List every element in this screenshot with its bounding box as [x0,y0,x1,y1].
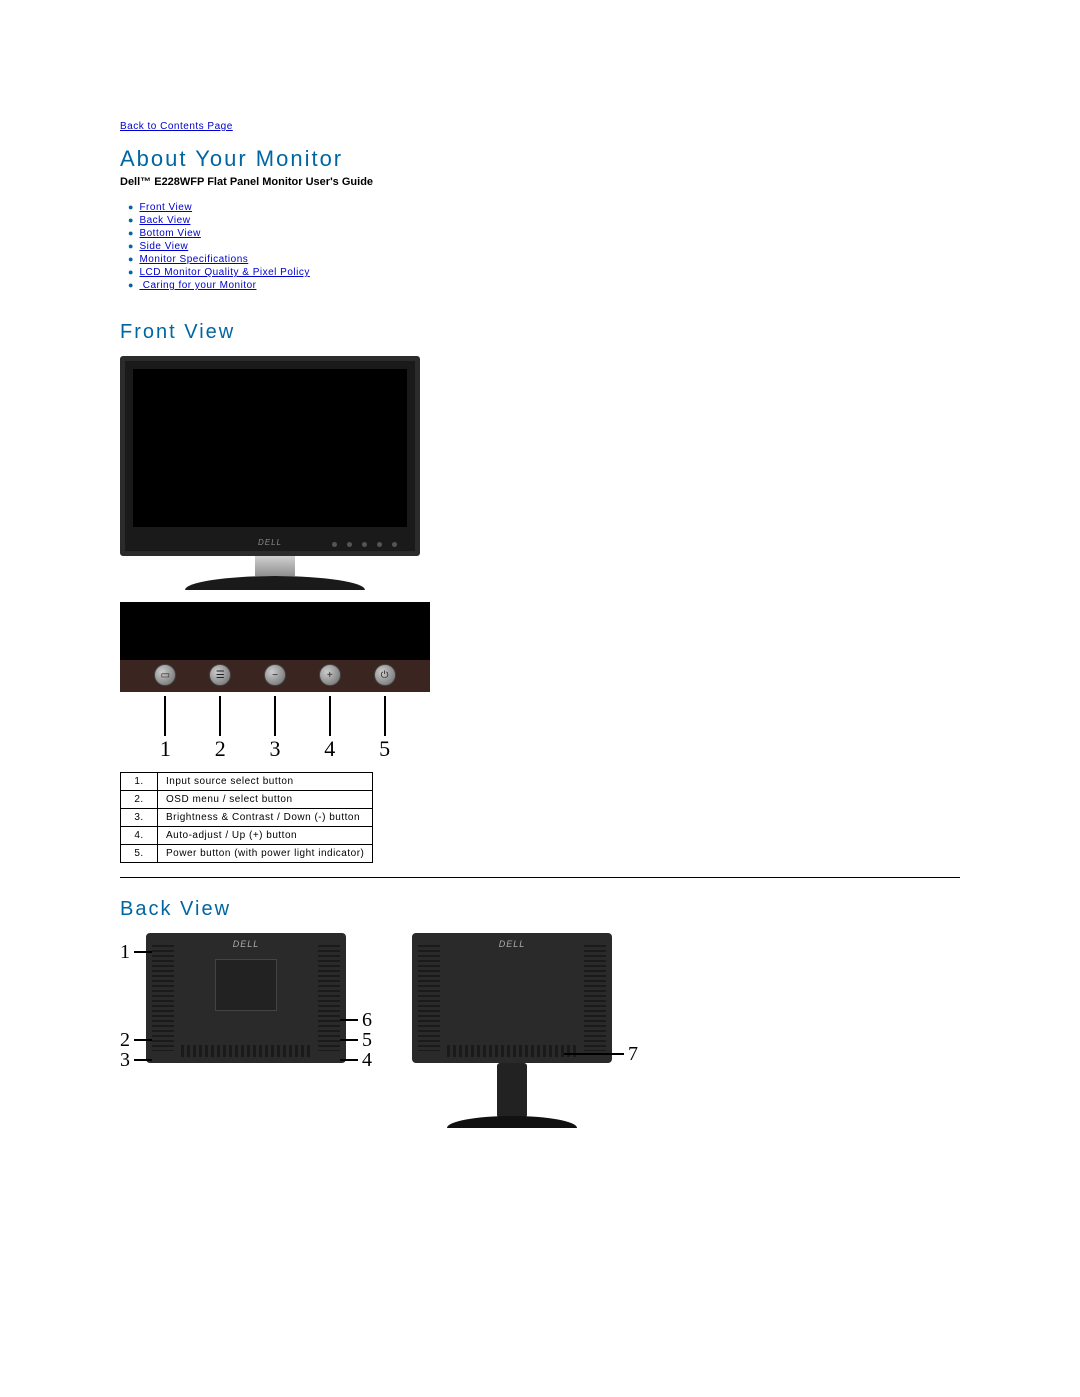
row-text: Input source select button [158,773,373,791]
section-divider [120,877,960,878]
toc-link-back-view[interactable]: Back View [139,215,190,226]
toc-link-front-view[interactable]: Front View [139,202,192,213]
toc-link-specifications[interactable]: Monitor Specifications [139,254,248,265]
table-row: 2.OSD menu / select button [121,791,373,809]
table-row: 5.Power button (with power light indicat… [121,845,373,863]
back-to-contents-link[interactable]: Back to Contents Page [120,121,233,132]
osd-menu-icon: ☰ [209,664,231,686]
row-text: Power button (with power light indicator… [158,845,373,863]
toc-link-pixel-policy[interactable]: LCD Monitor Quality & Pixel Policy [139,267,309,278]
page-title: About Your Monitor [120,146,960,172]
row-number: 2. [121,791,158,809]
callout-number: 5 [379,736,390,762]
table-row: 1.Input source select button [121,773,373,791]
callout-number: 4 [362,1049,372,1072]
power-icon: ⏻ [374,664,396,686]
table-of-contents: Front View Back View Bottom View Side Vi… [128,202,960,291]
input-select-icon: ▭ [154,664,176,686]
callout-number: 4 [324,736,335,762]
callout-numbers: 1 2 3 4 5 [120,736,430,762]
back-view-illustration: DELL 1 2 3 6 5 4 DELL 7 [120,933,960,1128]
section-heading-front-view: Front View [120,321,960,344]
row-text: Auto-adjust / Up (+) button [158,827,373,845]
callout-number: 2 [215,736,226,762]
row-number: 1. [121,773,158,791]
row-text: Brightness & Contrast / Down (-) button [158,809,373,827]
table-row: 3.Brightness & Contrast / Down (-) butto… [121,809,373,827]
callout-number: 1 [160,736,171,762]
section-heading-back-view: Back View [120,898,960,921]
monitor-back-no-stand: DELL [146,933,346,1063]
button-closeup-illustration: ▭ ☰ − + ⏻ [120,602,430,692]
dell-logo: DELL [499,939,526,949]
monitor-back-with-stand: DELL [412,933,612,1063]
callout-leader-lines [120,696,430,736]
minus-icon: − [264,664,286,686]
toc-link-side-view[interactable]: Side View [139,241,188,252]
toc-link-caring[interactable]: Caring for your Monitor [139,280,256,291]
row-number: 4. [121,827,158,845]
callout-number: 1 [120,941,130,964]
dell-logo: DELL [258,538,282,547]
row-text: OSD menu / select button [158,791,373,809]
callout-number: 3 [269,736,280,762]
row-number: 3. [121,809,158,827]
front-view-table: 1.Input source select button 2.OSD menu … [120,772,373,863]
callout-number: 3 [120,1049,130,1072]
page-subtitle: Dell™ E228WFP Flat Panel Monitor User's … [120,176,960,188]
dell-logo: DELL [233,939,260,949]
toc-link-bottom-view[interactable]: Bottom View [139,228,200,239]
row-number: 5. [121,845,158,863]
callout-number: 7 [628,1043,638,1066]
table-row: 4.Auto-adjust / Up (+) button [121,827,373,845]
monitor-front-illustration: DELL [120,356,430,590]
plus-icon: + [319,664,341,686]
